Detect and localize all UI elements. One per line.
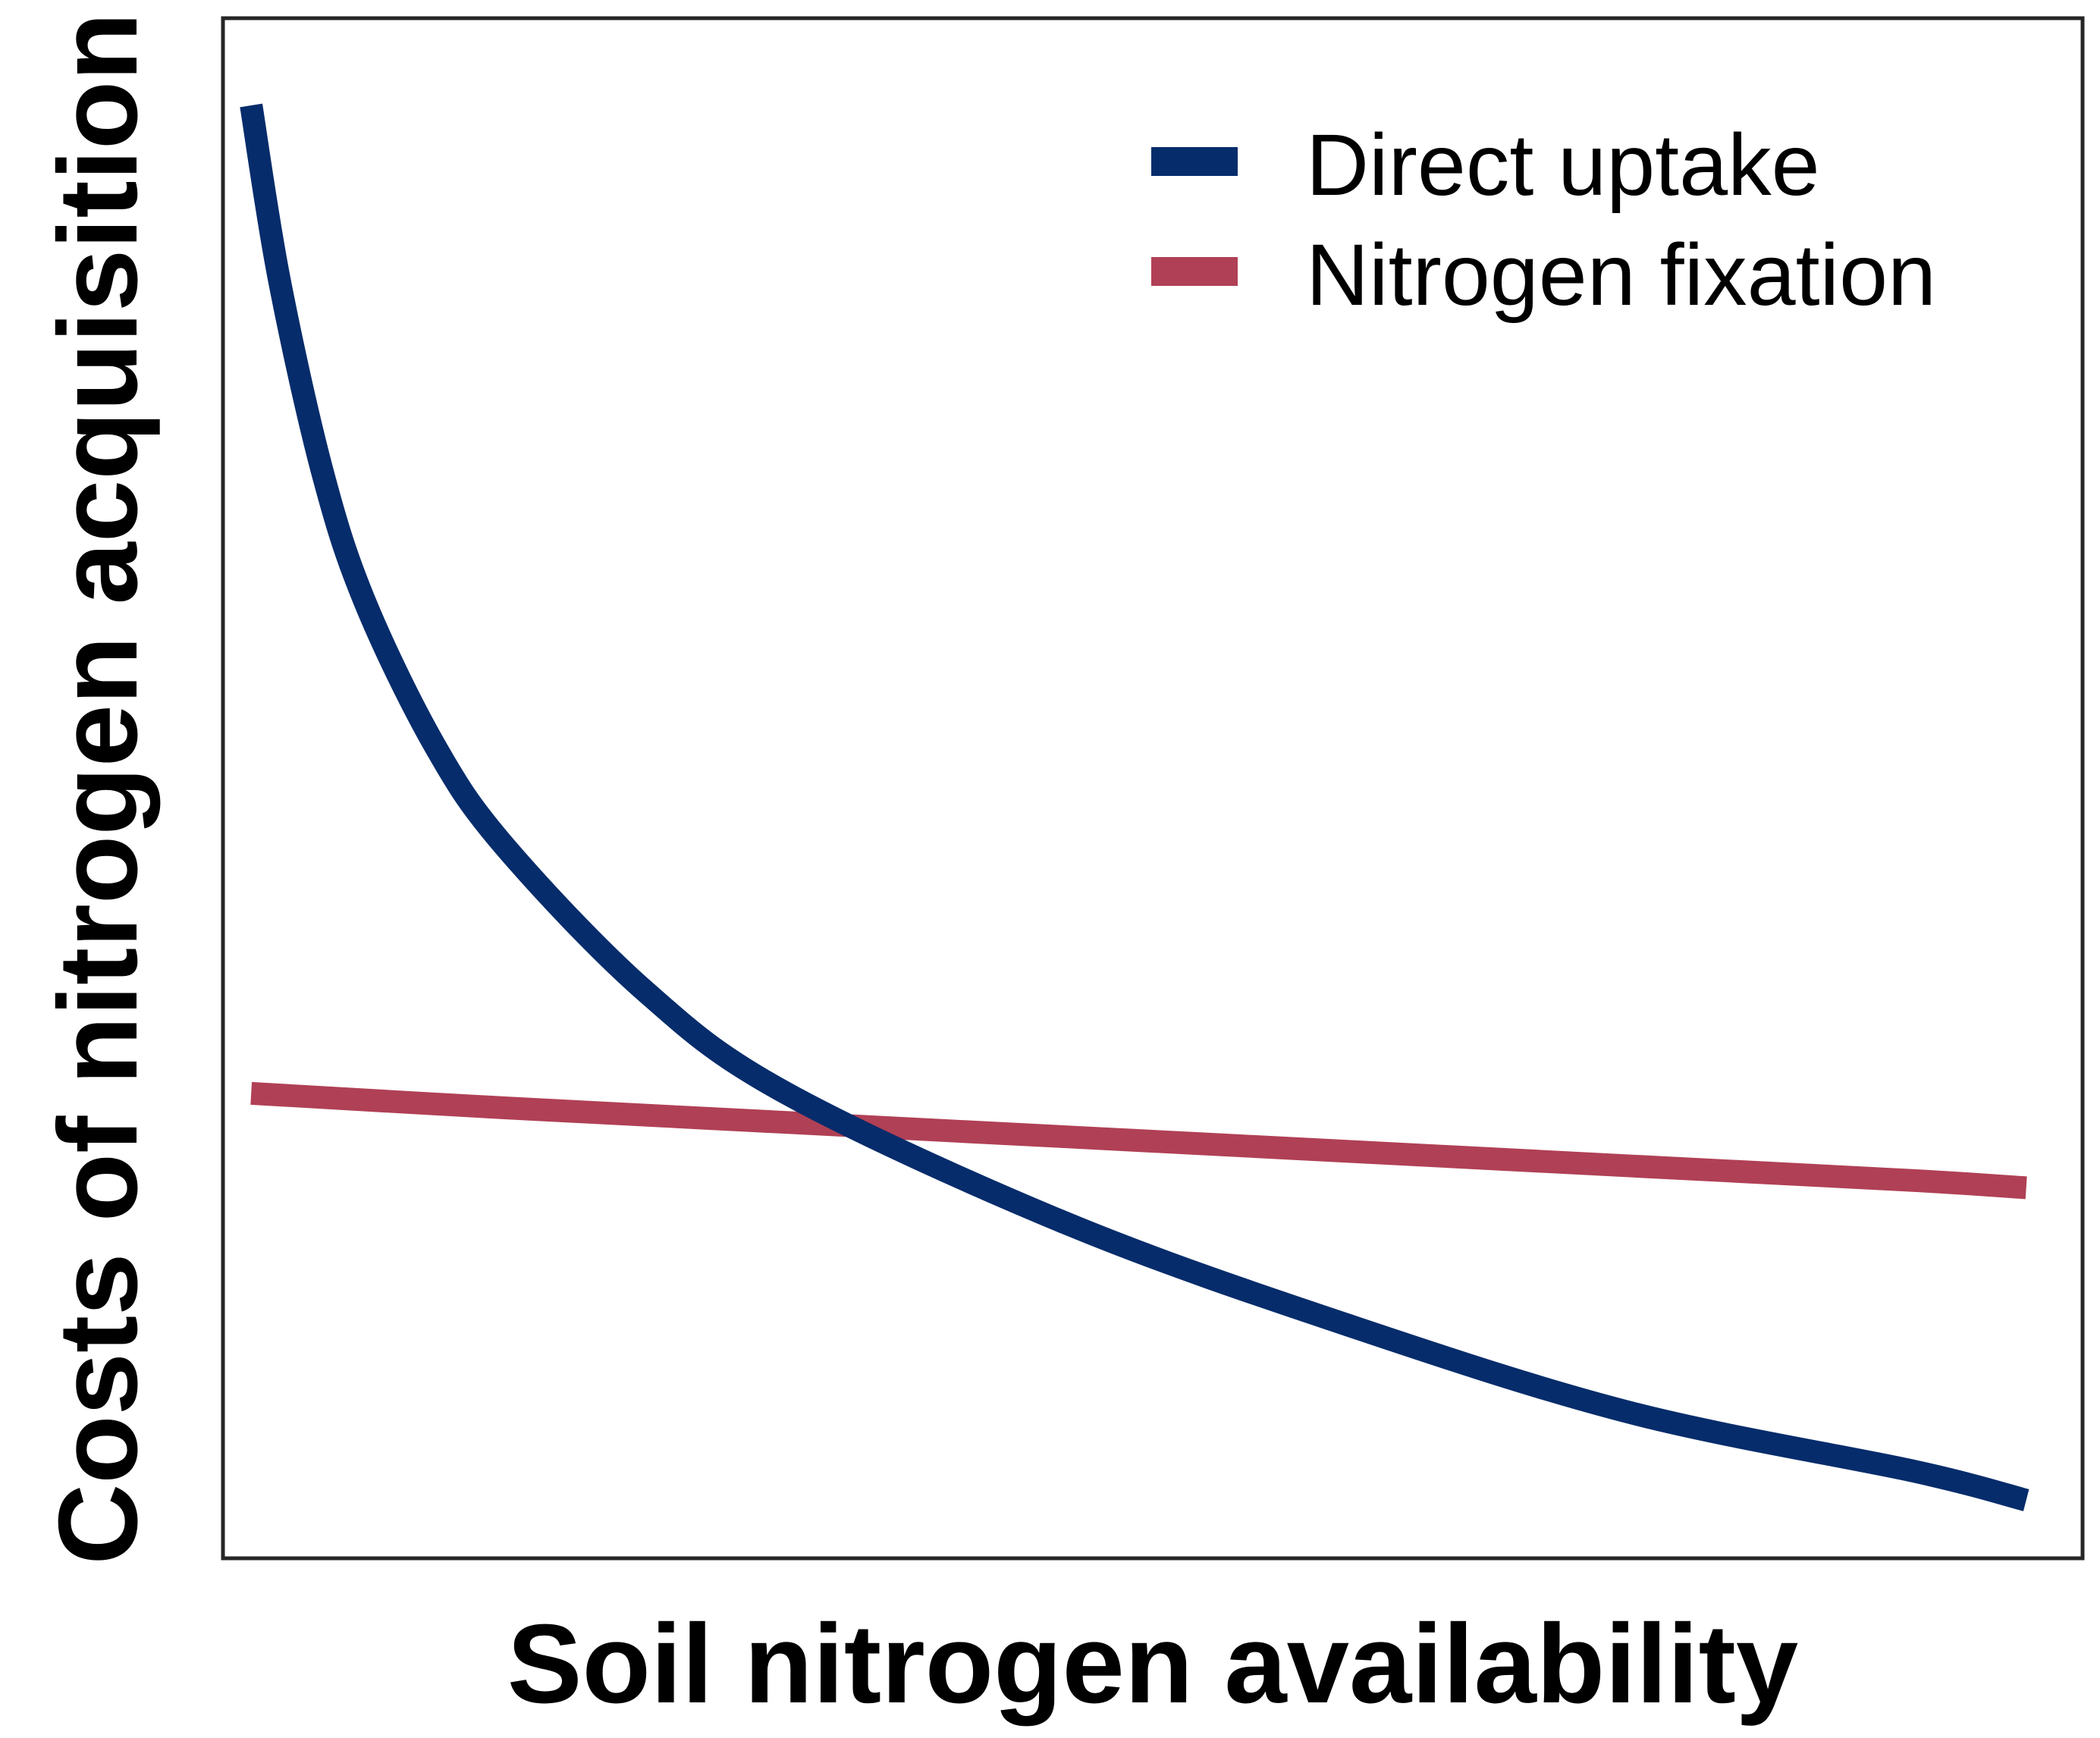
series-layer [240, 103, 2029, 1511]
plot-frame [221, 16, 2085, 1561]
legend-label-nitrogen-fixation: Nitrogen fixation [1306, 227, 1936, 324]
legend: Direct uptake Nitrogen fixation [1151, 117, 1936, 324]
y-axis-label: Costs of nitrogen acquisition [36, 12, 161, 1564]
legend-label-direct-uptake: Direct uptake [1306, 117, 1820, 214]
series-line-direct-uptake [240, 103, 2029, 1511]
x-axis-label: Soil nitrogen availability [507, 1602, 1798, 1727]
series-line-nitrogen-fixation [250, 1081, 2027, 1200]
